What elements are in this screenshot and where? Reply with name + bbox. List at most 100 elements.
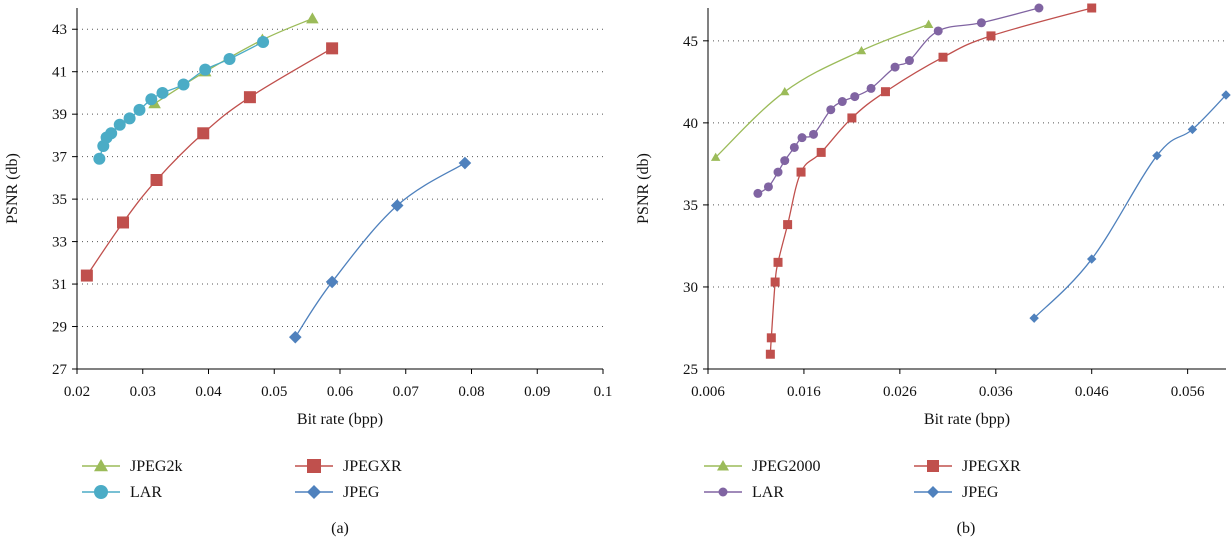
data-point-jpeg	[325, 275, 339, 289]
data-point-jpegxr	[243, 91, 256, 104]
legend-marker	[927, 460, 939, 472]
y-tick-label: 29	[52, 320, 67, 336]
x-tick-label: 0.04	[195, 384, 222, 400]
data-point-lar	[826, 105, 836, 115]
data-point-lar	[789, 142, 799, 152]
y-tick-label: 35	[52, 192, 67, 208]
legend-marker	[927, 486, 939, 498]
legend-item-jpegxr: JPEGXR	[295, 458, 402, 475]
x-tick-label: 0.06	[327, 384, 354, 400]
series-line-jpeg2000	[715, 23, 929, 158]
data-point-lar	[850, 92, 860, 102]
y-tick-label: 31	[52, 277, 67, 293]
legend-label: LAR	[130, 484, 162, 501]
series-jpegxr	[80, 42, 339, 282]
legend-marker	[307, 459, 321, 473]
data-point-jpegxr	[880, 87, 890, 97]
plot-area	[710, 3, 1231, 359]
series-jpegxr	[765, 3, 1097, 359]
data-point-jpegxr	[80, 269, 93, 282]
legend-marker	[307, 485, 321, 499]
data-point-jpegxr	[326, 42, 339, 55]
legend-label: JPEG	[962, 484, 999, 501]
data-point-lar	[976, 18, 986, 28]
data-point-lar	[156, 86, 169, 99]
legend-marker	[94, 459, 108, 472]
data-point-jpeg	[1187, 124, 1198, 135]
legend-item-jpeg: JPEG	[295, 484, 380, 501]
legend-marker	[717, 460, 729, 471]
x-tick-label: 0.046	[1075, 384, 1109, 400]
data-point-lar	[105, 127, 118, 140]
data-point-jpegxr	[117, 216, 130, 229]
x-tick-label: 0.016	[787, 384, 821, 400]
legend-marker	[94, 485, 108, 499]
y-tick-label: 43	[52, 22, 67, 38]
panel-caption: (a)	[331, 520, 349, 537]
data-point-lar	[890, 62, 900, 72]
data-point-jpeg	[1086, 254, 1097, 264]
data-point-lar	[773, 167, 783, 177]
legend-label: JPEGXR	[343, 458, 402, 475]
data-point-lar	[809, 129, 819, 139]
y-tick-label: 39	[52, 107, 67, 123]
y-axis-title: PSNR (db)	[635, 153, 652, 224]
panel-caption: (b)	[957, 520, 976, 537]
data-point-lar	[223, 52, 236, 65]
data-point-lar	[93, 152, 106, 165]
y-tick-label: 25	[683, 362, 698, 378]
series-line-jpeg	[1033, 94, 1227, 319]
series-jpeg2000	[710, 19, 934, 161]
data-point-jpeg	[458, 156, 472, 170]
data-point-jpeg	[1221, 90, 1231, 100]
x-tick-label: 0.02	[64, 384, 90, 400]
data-point-lar	[177, 78, 190, 91]
data-point-jpegxr	[770, 277, 780, 287]
data-point-jpeg2k	[306, 12, 319, 24]
x-tick-label: 0.05	[261, 384, 287, 400]
series-line-jpegxr	[86, 47, 333, 276]
series-jpeg	[288, 156, 472, 344]
data-point-lar	[145, 93, 158, 106]
x-axis-title: Bit rate (bpp)	[924, 411, 1010, 428]
data-point-lar	[257, 35, 270, 48]
legend-marker	[718, 487, 728, 497]
data-point-lar	[933, 26, 943, 36]
data-point-jpegxr	[847, 113, 857, 123]
series-jpeg	[1029, 90, 1231, 323]
y-tick-label: 45	[683, 34, 698, 50]
series-line-jpegxr	[769, 7, 1092, 355]
legend: JPEG2k JPEGXR LAR JPEG	[82, 458, 402, 501]
legend-label: JPEGXR	[962, 458, 1021, 475]
series-line-jpeg	[294, 162, 466, 338]
data-point-lar	[113, 118, 126, 131]
data-point-jpegxr	[765, 349, 775, 359]
legend-label: JPEG	[343, 484, 380, 501]
data-point-jpegxr	[773, 257, 783, 267]
data-point-jpeg2000	[710, 152, 721, 161]
y-tick-label: 27	[52, 362, 68, 378]
data-point-lar	[904, 56, 914, 66]
data-point-jpeg	[1029, 313, 1039, 323]
x-tick-label: 0.006	[691, 384, 725, 400]
y-tick-label: 30	[683, 280, 698, 296]
y-tick-label: 40	[683, 116, 698, 132]
y-tick-label: 37	[52, 150, 68, 166]
data-point-jpegxr	[796, 167, 806, 177]
x-tick-label: 0.07	[393, 384, 420, 400]
data-point-lar	[763, 182, 773, 192]
legend-item-lar: LAR	[82, 484, 162, 501]
data-point-jpeg2000	[923, 19, 934, 28]
legend-label: JPEG2k	[130, 458, 182, 475]
x-tick-label: 0.056	[1171, 384, 1205, 400]
data-point-lar	[123, 112, 136, 125]
data-point-jpegxr	[783, 220, 793, 230]
data-point-lar	[780, 156, 790, 166]
legend-label: LAR	[752, 484, 784, 501]
data-point-jpegxr	[197, 127, 210, 140]
data-point-jpeg	[390, 199, 404, 212]
y-axis-title: PSNR (db)	[4, 153, 21, 224]
data-point-lar	[797, 133, 807, 143]
